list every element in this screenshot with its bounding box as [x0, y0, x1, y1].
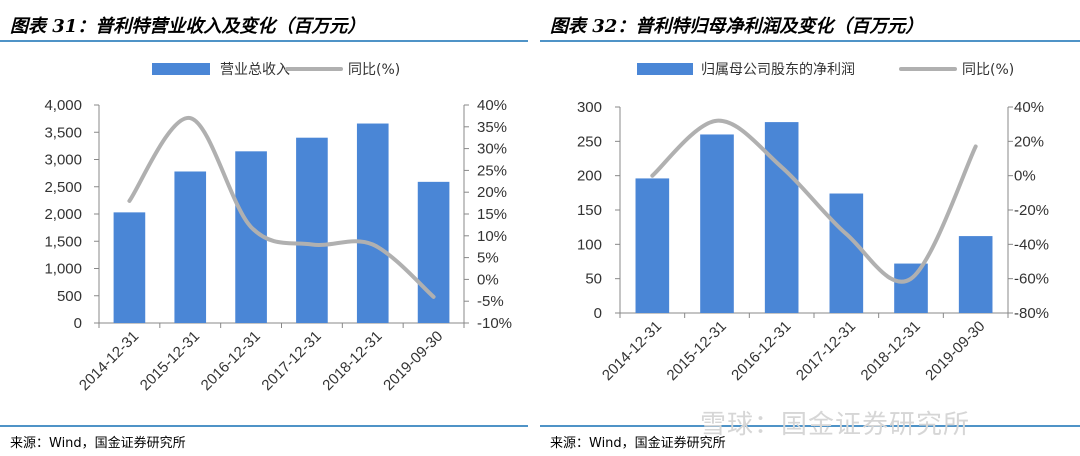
y-tick-label-right: 15%: [477, 206, 507, 223]
bar: [894, 263, 928, 313]
x-tick-label: 2016-12-31: [198, 328, 264, 394]
y-tick-label-right: 20%: [1014, 133, 1044, 150]
x-tick-label: 2017-12-31: [793, 318, 859, 384]
y-tick-label-left: 200: [577, 168, 602, 185]
y-tick-label-left: 100: [577, 236, 602, 253]
chart-panel-net-profit: 图表 32：普利特归母净利润及变化（百万元） 归属母公司股东的净利润 同比(%) 0…: [540, 0, 1080, 456]
title-divider: [540, 40, 1080, 42]
y-tick-label-left: 500: [57, 288, 82, 305]
y-tick-label-right: 0%: [477, 271, 499, 288]
bar: [635, 178, 670, 313]
x-tick-label: 2019-09-30: [380, 328, 446, 394]
y-tick-label-left: 1,500: [44, 233, 82, 250]
y-tick-label-right: 25%: [477, 162, 507, 179]
y-tick-label-right: 35%: [477, 119, 507, 136]
y-tick-label-right: 40%: [1014, 99, 1044, 116]
legend-swatch-bar: [637, 63, 693, 75]
source-note: 来源：Wind，国金证券研究所: [550, 436, 726, 451]
bar: [829, 193, 864, 313]
bar: [958, 236, 993, 313]
legend: 归属母公司股东的净利润 同比(%): [637, 61, 1014, 78]
bar: [113, 212, 146, 323]
title-divider: [0, 40, 528, 42]
y-tick-label-left: 2,000: [44, 206, 82, 223]
legend: 营业总收入 同比(%): [152, 62, 400, 78]
y-tick-label-left: 50: [585, 271, 602, 288]
chart-panel-revenue: 图表 31：普利特营业收入及变化（百万元） 营业总收入 同比(%) 0 500 1,00…: [0, 0, 528, 456]
y-tick-label-left: 250: [577, 133, 602, 150]
y-tick-label-right: -5%: [477, 293, 504, 310]
watermark: 雪球：国金证券研究所: [700, 410, 971, 440]
y-tick-label-left: 0: [594, 305, 602, 322]
y-tick-label-left: 3,000: [44, 152, 82, 169]
revenue-chart: 营业总收入 同比(%) 0 500 1,000 1,500 2,000 2,500 3,000 3…: [44, 62, 512, 394]
x-tick-label: 2017-12-31: [258, 328, 324, 394]
y-tick-label-right: -60%: [1014, 271, 1049, 288]
y-tick-label-left: 150: [577, 202, 602, 219]
x-tick-label: 2018-12-31: [858, 318, 924, 384]
x-tick-label: 2015-12-31: [137, 328, 203, 394]
bar: [296, 137, 328, 323]
y-tick-label-right: -10%: [477, 315, 512, 332]
y-tick-label-left: 4,000: [44, 97, 82, 114]
y-tick-label-right: 20%: [477, 184, 507, 201]
y-tick-label-right: -40%: [1014, 236, 1049, 253]
y-tick-label-right: -80%: [1014, 305, 1049, 322]
y-tick-label-left: 2,500: [44, 179, 82, 196]
legend-label-bar: 归属母公司股东的净利润: [701, 61, 855, 78]
legend-label-line: 同比(%): [348, 62, 400, 78]
bar: [764, 122, 799, 314]
bar: [700, 134, 734, 313]
chart-title: 图表 31：普利特营业收入及变化（百万元）: [10, 16, 366, 37]
x-tick-label: 2015-12-31: [664, 318, 730, 384]
y-tick-label-right: 40%: [477, 97, 507, 114]
x-tick-label: 2019-09-30: [922, 318, 988, 384]
x-tick-label: 2014-12-31: [599, 318, 665, 384]
yoy-line: [127, 116, 436, 299]
y-tick-label-left: 3,500: [44, 124, 82, 141]
legend-label-line: 同比(%): [962, 62, 1014, 78]
bar: [174, 171, 207, 323]
x-tick-label: 2014-12-31: [76, 328, 142, 394]
legend-swatch-bar: [152, 63, 210, 75]
source-divider: [540, 425, 1080, 427]
y-tick-label-right: 10%: [477, 228, 507, 245]
y-tick-label-left: 300: [577, 99, 602, 116]
y-tick-label-right: 0%: [1014, 168, 1036, 185]
bar: [417, 181, 450, 323]
bar: [356, 123, 389, 323]
source-note: 来源：Wind，国金证券研究所: [10, 436, 186, 451]
y-tick-label-right: 5%: [477, 250, 499, 267]
chart-title: 图表 32：普利特归母净利润及变化（百万元）: [550, 16, 924, 37]
y-tick-label-left: 1,000: [44, 261, 82, 278]
net-profit-chart: 归属母公司股东的净利润 同比(%) 0 50 100 150 200 250 300 -80% -6…: [577, 61, 1049, 384]
legend-label-bar: 营业总收入: [220, 62, 290, 78]
y-tick-label-left: 0: [74, 315, 82, 332]
yoy-line: [650, 118, 978, 284]
x-tick-label: 2016-12-31: [728, 318, 794, 384]
x-tick-label: 2018-12-31: [319, 328, 385, 394]
source-divider: [0, 425, 528, 427]
y-tick-label-right: 30%: [477, 141, 507, 158]
y-tick-label-right: -20%: [1014, 202, 1049, 219]
